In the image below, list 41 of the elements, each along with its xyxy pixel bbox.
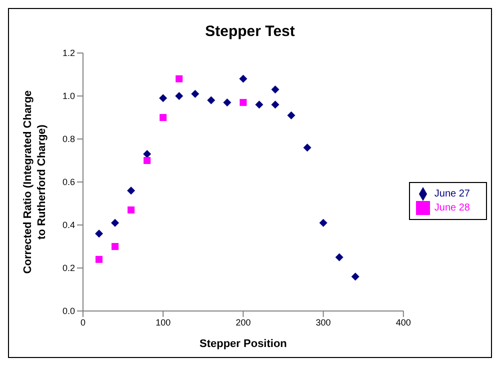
- point: [255, 100, 264, 109]
- point: [176, 75, 183, 82]
- y-tick-label: 0.6: [62, 177, 75, 188]
- point: [191, 90, 200, 98]
- point: [111, 218, 120, 227]
- y-axis-title: Corrected Ratio (Integrated Charge to Rutherford Charge): [22, 90, 48, 274]
- y-tick-label: 0.4: [62, 220, 75, 230]
- point: [112, 243, 119, 250]
- x-tick-label: 400: [396, 317, 411, 328]
- point: [207, 96, 216, 104]
- point: [240, 98, 247, 106]
- point: [128, 206, 135, 214]
- point: [303, 144, 312, 152]
- y-tick-label: 0.8: [62, 134, 75, 144]
- point: [271, 100, 280, 109]
- y-tick-label: 0.0: [62, 306, 75, 316]
- x-tick-label: 0: [80, 317, 86, 328]
- x-tick-label: 100: [156, 317, 171, 328]
- point: [175, 92, 184, 100]
- y-tick-label: 1.2: [62, 48, 75, 58]
- x-axis-title: Stepper Position: [200, 338, 288, 350]
- legend-label: June 28: [434, 202, 470, 214]
- legend-label: June 27: [434, 188, 470, 200]
- y-tick-label: 1.0: [62, 91, 75, 102]
- point: [159, 94, 168, 102]
- point: [127, 186, 136, 195]
- point: [223, 98, 232, 106]
- point: [335, 253, 344, 262]
- point: [351, 272, 360, 281]
- y-tick-label: 0.2: [62, 263, 75, 274]
- chart-title: Stepper Test: [204, 22, 296, 42]
- point: [96, 256, 103, 263]
- point: [239, 74, 248, 83]
- x-tick-label: 200: [236, 317, 251, 328]
- point: [95, 230, 104, 238]
- point: [287, 111, 296, 120]
- point: [271, 86, 280, 94]
- point: [160, 114, 167, 121]
- point: [144, 157, 151, 164]
- point: [319, 218, 328, 227]
- x-tick-label: 300: [316, 317, 331, 328]
